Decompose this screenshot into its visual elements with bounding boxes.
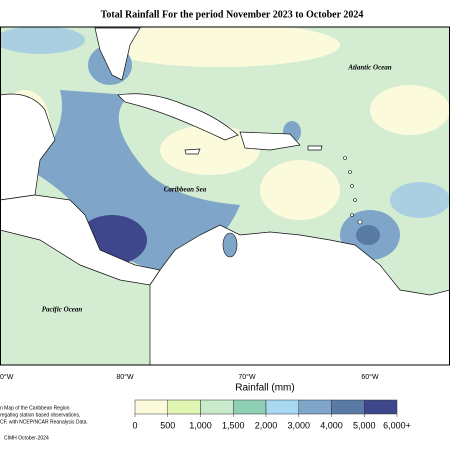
legend-swatch	[167, 399, 201, 415]
legend-tick-label: 1,000	[189, 420, 212, 430]
legend-tick-label: 0	[132, 420, 137, 430]
credit: CIMH October-2024	[4, 435, 49, 441]
longitude-label: 60°W	[361, 373, 379, 381]
rain-zone	[160, 125, 260, 175]
legend-title: Rainfall (mm)	[235, 383, 294, 394]
legend-tick-label: 500	[160, 420, 175, 430]
legend-tick-label: 1,500	[222, 420, 245, 430]
rain-zone	[0, 27, 85, 54]
note: regating station based observations,	[0, 412, 80, 418]
legend-tick-label: 5,000	[353, 420, 376, 430]
map: Atlantic Ocean Caribbean Sea Pacific Oce…	[0, 26, 450, 366]
rain-zone	[390, 182, 450, 218]
legend-tick-label: 3,000	[287, 420, 310, 430]
ocean-label: Pacific Ocean	[42, 306, 83, 314]
longitude-label: 80°W	[116, 373, 134, 381]
legend-swatch	[265, 399, 299, 415]
hispaniola	[239, 131, 301, 151]
notes: n Map of the Caribbean Region regating s…	[0, 405, 88, 441]
legend: 0 500 1,000 1,500 2,000 3,000 4,000 5,000 6,000+	[132, 399, 411, 430]
south-america	[149, 224, 450, 365]
cuba	[117, 93, 239, 141]
rain-zone	[100, 27, 340, 67]
ocean-label: Atlantic Ocean	[347, 64, 391, 72]
longitude-labels: 0°W 80°W 70°W 60°W	[0, 373, 379, 381]
lake-maracaibo	[222, 232, 238, 258]
legend-swatch	[233, 399, 267, 415]
rain-zone	[356, 225, 380, 245]
note: CF, with NCEP/NCAR Reanalysis Data.	[0, 419, 88, 425]
rain-zone	[30, 90, 240, 270]
title: Total Rainfall For the period November 2…	[101, 9, 364, 20]
puerto-rico	[307, 145, 323, 151]
legend-swatch	[331, 399, 365, 415]
legend-swatch	[298, 399, 332, 415]
rain-zone	[370, 85, 450, 135]
longitude-label: 70°W	[238, 373, 256, 381]
lesser-antilles	[343, 156, 363, 225]
jamaica	[184, 148, 201, 155]
longitude-label: 0°W	[0, 373, 14, 381]
legend-swatch	[200, 399, 234, 415]
legend-swatch	[134, 399, 168, 415]
florida	[94, 27, 141, 81]
ocean-label: Caribbean Sea	[164, 186, 207, 194]
legend-tick-label: 4,000	[320, 420, 343, 430]
note: n Map of the Caribbean Region	[0, 405, 70, 411]
legend-tick-label: 6,000+	[383, 420, 411, 430]
yucatan	[0, 93, 56, 201]
legend-tick-label: 2,000	[255, 420, 278, 430]
rain-zone	[260, 160, 340, 220]
legend-swatch	[364, 399, 398, 415]
